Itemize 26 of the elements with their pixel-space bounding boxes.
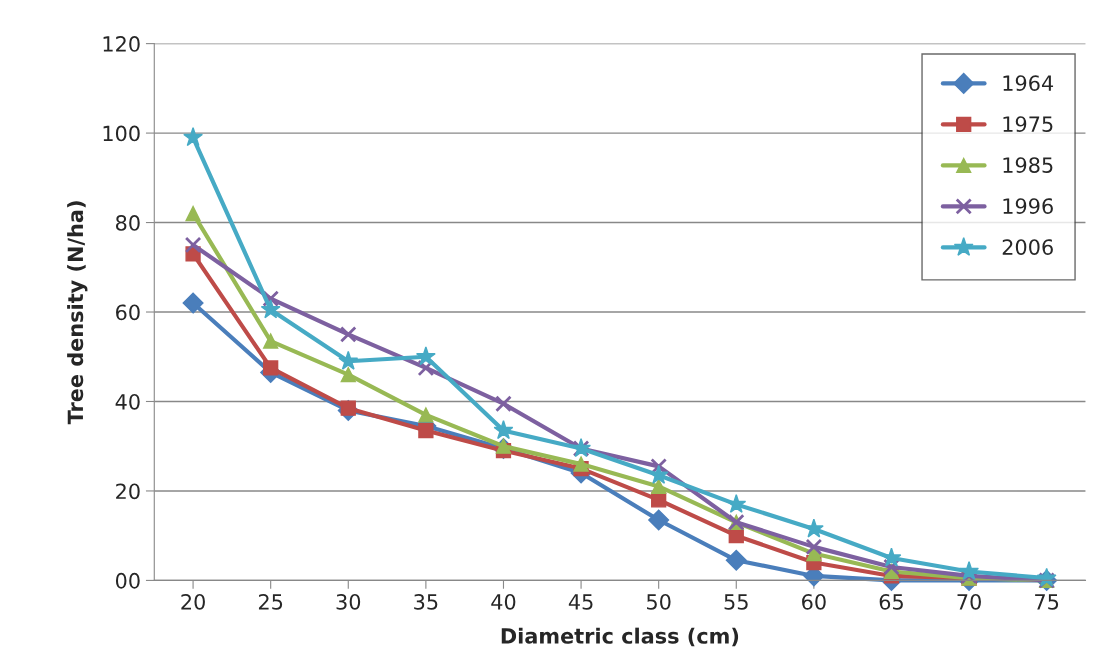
y-tick-label: 00 — [115, 572, 140, 589]
x-tick-label: 20 — [181, 593, 205, 610]
x-tick-label: 35 — [414, 593, 438, 610]
y-axis-title: Tree density (N/ha) — [67, 201, 88, 425]
legend-label: 2006 — [1002, 239, 1053, 255]
x-tick-label: 70 — [957, 593, 981, 610]
x-tick-label: 60 — [802, 593, 826, 610]
x-tick-label: 45 — [568, 594, 593, 610]
x-tick-label: 30 — [336, 593, 361, 610]
legend-label: 1985 — [1003, 157, 1053, 173]
x-tick-label: 65 — [879, 593, 903, 610]
y-tick-label: 100 — [103, 125, 140, 142]
legend-label: 1964 — [1003, 75, 1054, 91]
x-tick-label: 40 — [491, 593, 516, 610]
x-tick-label: 25 — [258, 593, 283, 610]
y-tick-label: 80 — [115, 215, 140, 231]
legend-label: 1975 — [1003, 116, 1053, 132]
x-tick-label: 75 — [1035, 594, 1059, 610]
legend-label: 1996 — [1003, 198, 1053, 214]
y-tick-label: 60 — [116, 304, 140, 321]
y-tick-label: 40 — [115, 393, 140, 410]
y-tick-label: 120 — [103, 36, 140, 52]
x-axis-title: Diametric class (cm) — [501, 627, 739, 647]
x-tick-label: 50 — [647, 593, 671, 610]
y-tick-label: 20 — [116, 483, 140, 500]
x-tick-label: 55 — [724, 594, 748, 610]
